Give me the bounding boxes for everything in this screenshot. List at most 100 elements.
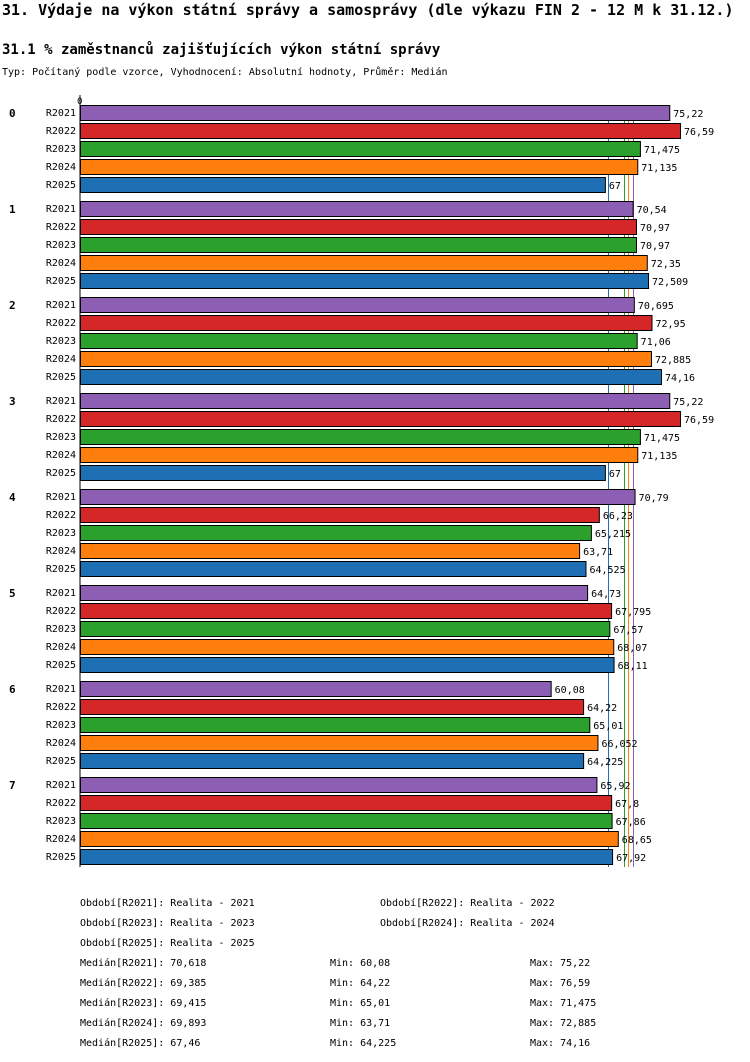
bar: [80, 411, 681, 427]
bar: [80, 795, 613, 811]
data-label: 75,22: [673, 109, 703, 120]
data-label: 68,07: [617, 643, 647, 654]
group-label: 0: [9, 107, 16, 120]
bar: [80, 219, 637, 235]
data-label: 65,01: [593, 721, 623, 732]
data-label: 70,695: [638, 301, 674, 312]
data-label: 65,92: [600, 781, 630, 792]
chart-info: Typ: Počítaný podle vzorce, Vyhodnocení:…: [2, 67, 448, 78]
series-label: R2022: [46, 414, 76, 425]
bar: [80, 333, 638, 349]
data-label: 76,59: [684, 127, 714, 138]
bar: [80, 447, 639, 463]
bar: [80, 255, 648, 271]
bar: [80, 369, 662, 385]
bar: [80, 351, 652, 367]
data-label: 75,22: [673, 397, 703, 408]
data-label: 66,052: [601, 739, 637, 750]
bar: [80, 717, 591, 733]
series-label: R2025: [46, 180, 76, 191]
bar: [80, 681, 552, 697]
series-label: R2023: [46, 528, 76, 539]
legend-period-r2022: Období[R2022]: Realita - 2022: [380, 898, 555, 909]
bar: [80, 621, 611, 637]
series-label: R2023: [46, 336, 76, 347]
bar: [80, 393, 671, 409]
bar: [80, 507, 600, 523]
series-label: R2023: [46, 816, 76, 827]
group-label: 2: [9, 299, 16, 312]
bar: [80, 603, 613, 619]
series-label: R2023: [46, 720, 76, 731]
series-label: R2025: [46, 372, 76, 383]
series-label: R2024: [46, 354, 76, 365]
series-label: R2021: [46, 684, 76, 695]
data-label: 72,509: [652, 277, 688, 288]
data-label: 67,86: [616, 817, 646, 828]
group-label: 7: [9, 779, 16, 792]
legend-period-r2021: Období[R2021]: Realita - 2021: [80, 898, 255, 909]
group-label: 4: [9, 491, 16, 504]
stat-max-r2023: Max: 71,475: [530, 998, 597, 1009]
bar: [80, 177, 606, 193]
series-label: R2022: [46, 222, 76, 233]
bar: [80, 141, 641, 157]
bar: [80, 105, 671, 121]
data-label: 67,795: [615, 607, 651, 618]
page-title: 31. Výdaje na výkon státní správy a samo…: [2, 1, 734, 19]
stat-max-r2024: Max: 72,885: [530, 1018, 597, 1029]
series-label: R2024: [46, 738, 76, 749]
data-label: 64,73: [591, 589, 621, 600]
legend-period-r2024: Období[R2024]: Realita - 2024: [380, 918, 555, 929]
bar: [80, 159, 639, 175]
data-label: 66,23: [603, 511, 633, 522]
stat-median-r2022: Medián[R2022]: 69,385: [80, 978, 207, 989]
stat-min-r2023: Min: 65,01: [330, 998, 391, 1009]
series-label: R2023: [46, 624, 76, 635]
bar: [80, 813, 613, 829]
bar: [80, 831, 619, 847]
series-label: R2025: [46, 564, 76, 575]
data-label: 64,525: [589, 565, 625, 576]
data-label: 64,22: [587, 703, 617, 714]
data-label: 65,215: [595, 529, 631, 540]
series-label: R2023: [46, 240, 76, 251]
series-label: R2021: [46, 492, 76, 503]
bar: [80, 201, 634, 217]
series-label: R2025: [46, 852, 76, 863]
bar: [80, 657, 615, 673]
group-label: 1: [9, 203, 16, 216]
data-label: 67,57: [613, 625, 643, 636]
series-label: R2024: [46, 258, 76, 269]
series-label: R2021: [46, 108, 76, 119]
bar: [80, 639, 615, 655]
data-label: 72,885: [655, 355, 691, 366]
data-label: 70,97: [640, 241, 670, 252]
stat-max-r2025: Max: 74,16: [530, 1038, 591, 1049]
data-label: 76,59: [684, 415, 714, 426]
data-label: 70,79: [639, 493, 669, 504]
stat-median-r2024: Medián[R2024]: 69,893: [80, 1018, 207, 1029]
stat-min-r2024: Min: 63,71: [330, 1018, 391, 1029]
data-label: 72,35: [651, 259, 681, 270]
series-label: R2025: [46, 276, 76, 287]
data-label: 70,97: [640, 223, 670, 234]
series-label: R2022: [46, 318, 76, 329]
bar: [80, 543, 581, 559]
series-label: R2022: [46, 126, 76, 137]
series-label: R2023: [46, 144, 76, 155]
legend-period-r2023: Období[R2023]: Realita - 2023: [80, 918, 255, 929]
group-label: 5: [9, 587, 16, 600]
data-label: 74,16: [665, 373, 695, 384]
group-label: 3: [9, 395, 16, 408]
stat-max-r2022: Max: 76,59: [530, 978, 591, 989]
bar: [80, 753, 585, 769]
group-label: 6: [9, 683, 16, 696]
bar: [80, 489, 636, 505]
bar: [80, 123, 681, 139]
bar: [80, 699, 585, 715]
series-label: R2025: [46, 468, 76, 479]
series-label: R2021: [46, 588, 76, 599]
series-label: R2024: [46, 642, 76, 653]
bar: [80, 237, 637, 253]
